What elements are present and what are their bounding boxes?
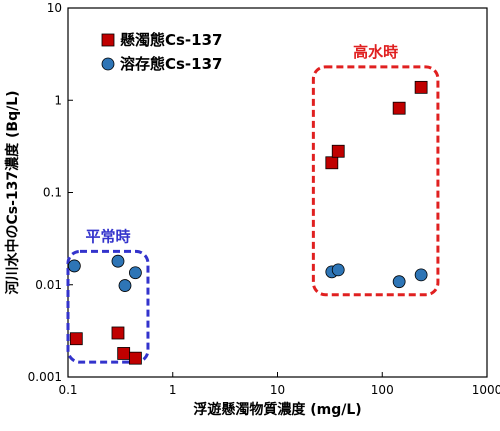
data-point-suspended-8 xyxy=(414,80,428,94)
annotation-label-2: 高水時 xyxy=(353,43,398,61)
x-tick-label: 100 xyxy=(371,383,394,397)
y-tick-label: 0.1 xyxy=(43,186,62,200)
data-point-suspended-7 xyxy=(392,101,406,115)
data-point-dissolved-8 xyxy=(414,268,428,282)
x-tick-label: 0.1 xyxy=(58,383,77,397)
legend-label-1: 懸濁態Cs-137 xyxy=(120,31,222,49)
annotation-box-1 xyxy=(66,249,150,364)
annotation-label-1: 平常時 xyxy=(85,227,130,245)
data-point-suspended-3 xyxy=(117,347,131,360)
y-tick-label: 1 xyxy=(54,93,62,107)
x-tick-label: 1000 xyxy=(472,383,500,397)
legend-marker-2 xyxy=(101,57,115,71)
y-tick-label: 0.001 xyxy=(28,370,62,384)
y-axis-title: 河川水中のCs-137濃度 (Bq/L) xyxy=(4,90,21,294)
data-point-suspended-4 xyxy=(129,351,142,365)
legend-label-2: 溶存態Cs-137 xyxy=(120,55,222,73)
x-tick-label: 1 xyxy=(169,383,177,397)
data-point-suspended-1 xyxy=(69,332,83,346)
data-point-dissolved-4 xyxy=(129,266,142,280)
x-axis-title: 浮遊懸濁物質濃度 (mg/L) xyxy=(193,401,361,418)
legend-marker-1 xyxy=(101,33,115,47)
data-point-dissolved-3 xyxy=(118,279,132,292)
data-point-dissolved-2 xyxy=(111,254,125,268)
y-tick-label: 0.01 xyxy=(35,278,62,292)
y-tick-label: 10 xyxy=(47,1,62,15)
data-point-dissolved-6 xyxy=(331,263,345,277)
data-point-dissolved-1 xyxy=(67,259,81,273)
data-point-suspended-2 xyxy=(111,326,125,340)
x-tick-label: 10 xyxy=(270,383,285,397)
annotation-box-2 xyxy=(311,65,440,297)
data-point-suspended-5 xyxy=(325,156,339,170)
data-point-dissolved-7 xyxy=(392,275,406,289)
data-point-suspended-6 xyxy=(331,144,345,158)
